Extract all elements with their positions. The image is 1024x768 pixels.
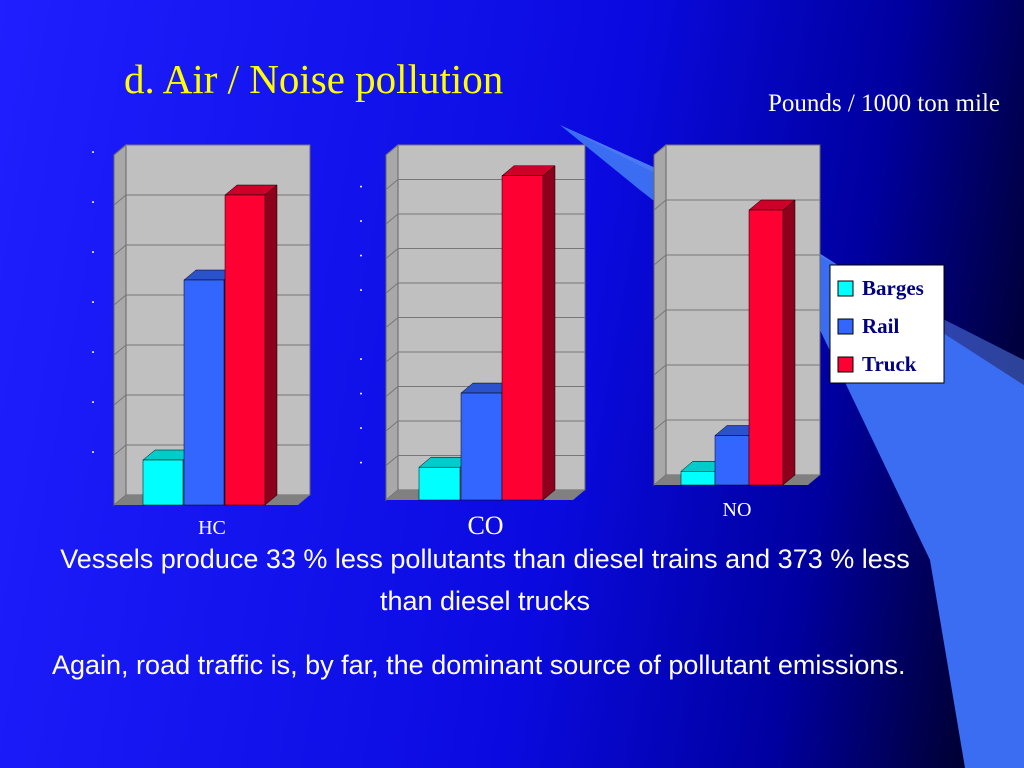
y-tick-label: . <box>359 382 363 399</box>
y-tick-label: . <box>359 209 363 226</box>
slide-title: d. Air / Noise pollution <box>124 56 504 102</box>
bar-side <box>264 184 278 506</box>
y-tick-label: . <box>91 240 95 257</box>
legend-swatch <box>837 356 854 373</box>
bar-front <box>748 209 784 486</box>
legend-label: Barges <box>862 276 924 300</box>
bar-front <box>183 279 225 506</box>
legend-label: Truck <box>862 352 917 376</box>
y-tick-label: . <box>359 416 363 433</box>
bar-front <box>714 435 750 486</box>
y-tick-label: . <box>359 451 363 468</box>
paragraph: Vessels produce 33 % less pollutants tha… <box>60 544 910 616</box>
grid-line <box>385 144 585 156</box>
paragraph: Again, road traffic is, by far, the domi… <box>52 650 906 680</box>
y-tick-label: . <box>359 244 363 261</box>
y-tick-label: . <box>359 175 363 192</box>
grid-line <box>113 144 310 156</box>
bar-front <box>224 194 266 506</box>
y-tick-label: . <box>91 340 95 357</box>
bar-side <box>782 199 796 486</box>
y-tick-label: . <box>91 140 95 157</box>
x-tick-label: HC <box>198 517 226 539</box>
y-tick-label: . <box>91 190 95 207</box>
bar-front <box>418 466 461 501</box>
bar-front <box>501 175 544 501</box>
bar <box>748 199 796 486</box>
legend-swatch <box>837 280 854 297</box>
legend-swatch <box>837 318 854 335</box>
y-tick-label: . <box>91 290 95 307</box>
legend-label: Rail <box>862 314 900 338</box>
grid-line <box>653 144 820 156</box>
bar-front <box>680 471 716 486</box>
side-wall <box>113 143 127 507</box>
bar <box>501 165 556 501</box>
x-tick-label: NO <box>723 499 752 521</box>
bar-front <box>460 392 503 501</box>
x-tick-label: CO <box>467 511 503 540</box>
y-tick-label: . <box>359 278 363 295</box>
y-tick-label: . <box>91 390 95 407</box>
bar-front <box>142 459 184 506</box>
unit-label: Pounds / 1000 ton mile <box>768 90 1000 117</box>
y-tick-label: . <box>91 440 95 457</box>
bar-side <box>542 165 556 501</box>
bar <box>224 184 278 506</box>
y-tick-label: . <box>359 347 363 364</box>
